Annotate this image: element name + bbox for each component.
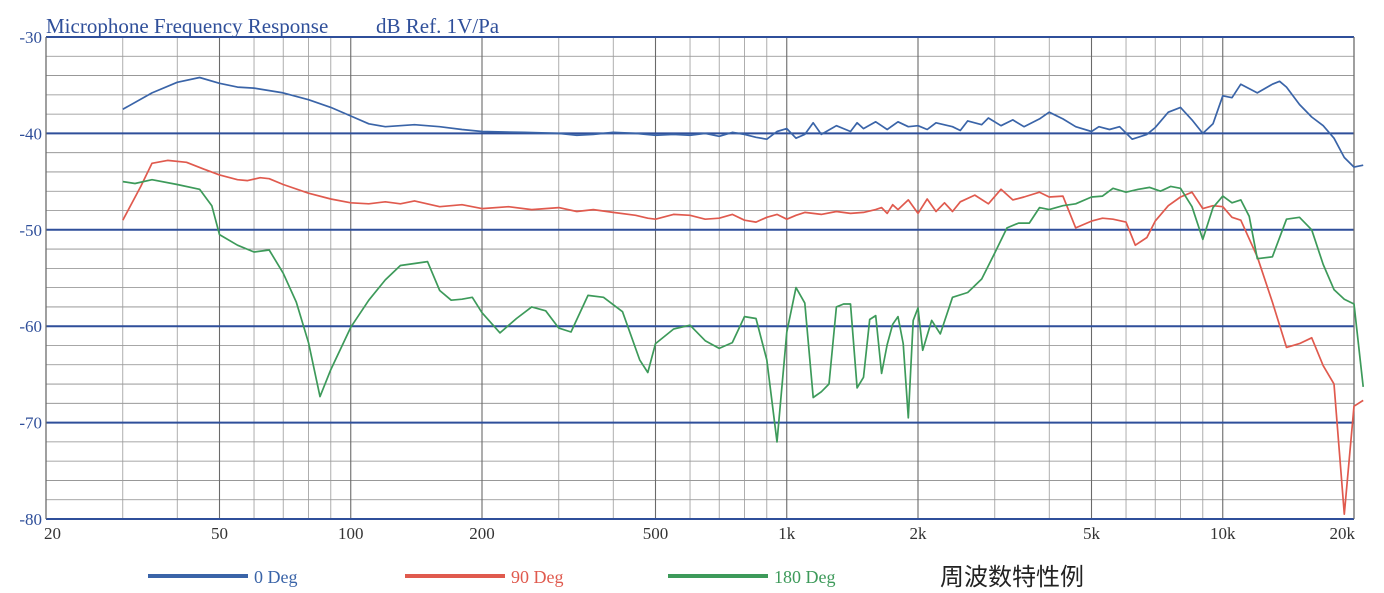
chart-title: Microphone Frequency Response: [46, 14, 328, 38]
x-tick-label: 1k: [778, 524, 796, 543]
x-tick-label: 20: [44, 524, 61, 543]
legend-label: 0 Deg: [254, 567, 298, 587]
y-tick-labels: -30 -40 -50 -60 -70 -80: [19, 28, 42, 529]
y-tick-label: -30: [19, 28, 42, 47]
y-tick-label: -50: [19, 221, 42, 240]
x-tick-label: 10k: [1210, 524, 1236, 543]
legend: 0 Deg 90 Deg 180 Deg: [148, 567, 836, 587]
x-tick-label: 100: [338, 524, 364, 543]
x-tick-label: 200: [469, 524, 495, 543]
series-layer: [122, 76, 1365, 516]
series-line-90-deg: [122, 159, 1364, 516]
x-tick-label: 50: [211, 524, 228, 543]
minor-gridlines: [45, 37, 1355, 519]
series-line-180-deg: [122, 178, 1365, 443]
y-tick-label: -60: [19, 317, 42, 336]
x-tick-label: 20k: [1330, 524, 1356, 543]
legend-label: 180 Deg: [774, 567, 836, 587]
major-gridlines: [45, 36, 1355, 520]
legend-label: 90 Deg: [511, 567, 564, 587]
x-tick-labels: 20 50 100 200 500 1k 2k 5k 10k 20k: [44, 524, 1356, 543]
y-tick-label: -70: [19, 414, 42, 433]
caption: 周波数特性例: [940, 563, 1084, 591]
series-line-0-deg: [122, 76, 1364, 168]
y-tick-label: -80: [19, 510, 42, 529]
x-tick-label: 500: [643, 524, 669, 543]
x-tick-label: 2k: [910, 524, 928, 543]
chart-subtitle: dB Ref. 1V/Pa: [376, 14, 500, 38]
y-tick-label: -40: [19, 124, 42, 143]
x-tick-label: 5k: [1083, 524, 1101, 543]
